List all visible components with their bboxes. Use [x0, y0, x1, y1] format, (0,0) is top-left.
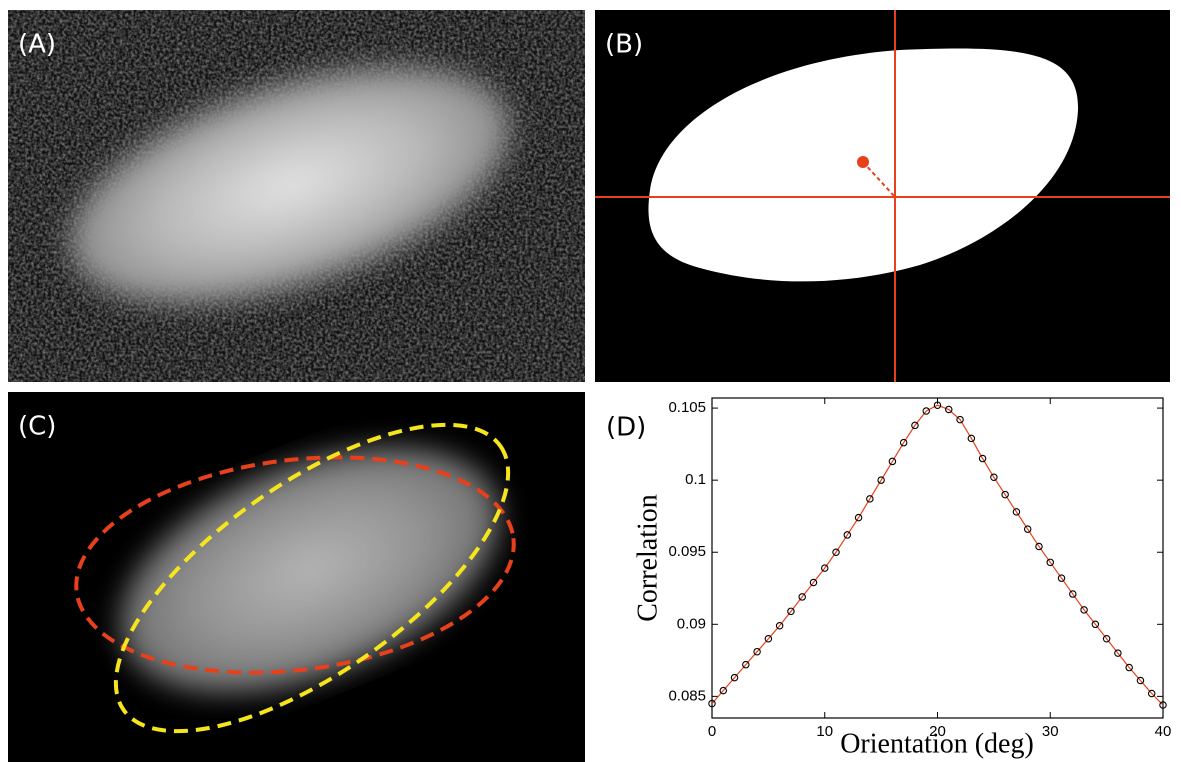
x-tick-label: 30 [1042, 723, 1059, 740]
panel-c-image [8, 368, 585, 762]
y-tick-label: 0.09 [677, 615, 706, 632]
x-tick-label: 10 [816, 723, 833, 740]
figure: (A) (B) (C) (D) Orientation (deg) Correl… [0, 0, 1181, 762]
x-tick-label: 20 [929, 723, 946, 740]
panel-label: (A) [18, 30, 56, 60]
y-tick-label: 0.095 [668, 543, 706, 560]
panel-b-image [595, 10, 1170, 382]
y-tick-label: 0.085 [668, 687, 706, 704]
panel-label: (B) [605, 30, 643, 60]
y-tick-label: 0.1 [685, 471, 706, 488]
data-line [712, 405, 1163, 705]
y-tick-label: 0.105 [668, 399, 706, 416]
x-tick-label: 0 [708, 723, 716, 740]
plot-frame [712, 398, 1163, 718]
panel-label: (D) [606, 413, 646, 443]
panel-label: (C) [18, 412, 56, 442]
panel-a-image [8, 10, 585, 382]
y-axis-label: Correlation [632, 494, 663, 622]
page: (A) (B) (C) (D) Orientation (deg) Correl… [0, 0, 1181, 762]
x-tick-label: 40 [1155, 723, 1172, 740]
